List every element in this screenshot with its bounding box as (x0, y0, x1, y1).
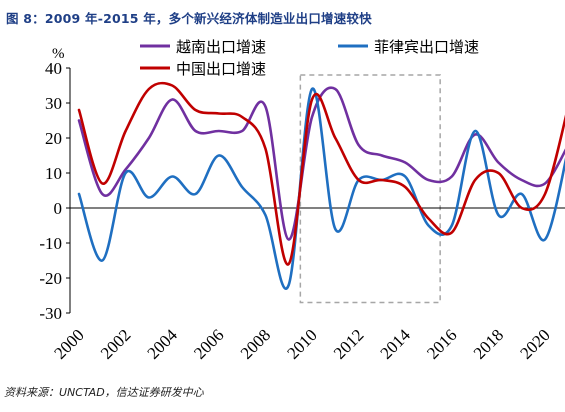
series-line-vietnam (77, 86, 565, 241)
x-tick-label: 2000 (50, 325, 87, 362)
y-tick-label: 20 (45, 129, 62, 148)
series-line-china (77, 81, 565, 266)
legend-label: 菲律宾出口增速 (374, 38, 479, 56)
y-tick-label: -30 (39, 304, 62, 323)
legend-label: 中国出口增速 (176, 60, 266, 78)
x-tick-label: 2002 (97, 325, 134, 362)
x-tick-label: 2016 (423, 325, 460, 362)
y-tick-label: 30 (45, 94, 62, 113)
y-tick-label: 40 (45, 59, 62, 78)
x-tick-label: 2006 (190, 325, 227, 362)
x-tick-label: 2010 (283, 325, 320, 362)
figure-title: 图 8：2009 年-2015 年，多个新兴经济体制造业出口增速较快 (6, 11, 372, 26)
y-axis-unit: % (52, 46, 65, 62)
x-tick-label: 2014 (377, 325, 415, 363)
x-tick-label: 2012 (330, 325, 367, 362)
y-tick-label: -10 (39, 234, 62, 253)
y-tick-label: 10 (45, 164, 62, 183)
y-tick-label: 0 (54, 199, 63, 218)
highlight-box (299, 74, 441, 304)
x-tick-label: 2020 (516, 325, 553, 362)
y-tick-label: -20 (39, 269, 62, 288)
x-tick-label: 2008 (237, 325, 274, 362)
legend-label: 越南出口增速 (176, 38, 266, 56)
x-tick-label: 2004 (144, 325, 182, 363)
source-note: 资料来源：UNCTAD，信达证券研发中心 (4, 386, 204, 399)
x-tick-label: 2018 (470, 325, 507, 362)
series-line-philippines (77, 87, 565, 290)
